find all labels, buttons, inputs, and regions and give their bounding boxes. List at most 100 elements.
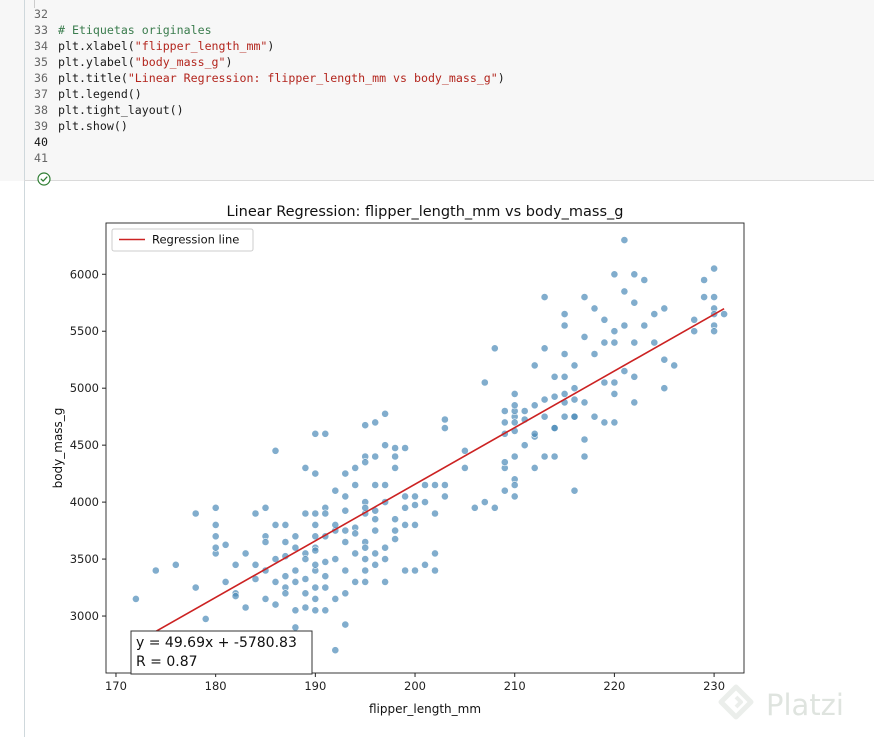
scatter-point — [271, 600, 280, 609]
code-cell[interactable]: 32 33 # Etiquetas originales 34 plt.xlabel("… — [0, 0, 874, 181]
equation-text: y = 49.69x + -5780.83 — [136, 635, 297, 651]
scatter-point — [510, 492, 519, 501]
line-number: 37 — [34, 87, 48, 101]
code-text: plt.legend() — [58, 86, 142, 102]
scatter-point — [640, 276, 649, 284]
scatter-point — [381, 543, 389, 552]
check-circle-icon — [37, 172, 51, 186]
scatter-point — [690, 327, 699, 336]
scatter-point — [530, 361, 539, 370]
x-tick-label: 170 — [105, 679, 127, 693]
scatter-point — [381, 441, 389, 450]
regression-line — [135, 308, 725, 644]
scatter-point — [211, 532, 220, 541]
scatter-point — [371, 526, 380, 535]
scatter-point — [580, 452, 589, 461]
code-token: "body_mass_g" — [134, 55, 226, 69]
line-number: 33 — [34, 23, 48, 37]
y-axis-label: body_mass_g — [51, 408, 65, 489]
scatter-point — [610, 338, 619, 347]
scatter-point — [361, 577, 370, 586]
scatter-point — [660, 384, 669, 393]
code-token: plt.tight_layout() — [58, 103, 184, 117]
scatter-point — [401, 566, 409, 575]
scatter-point — [620, 287, 629, 296]
y-axis-ticks: 3000 3500 4000 4500 5000 5500 6000 — [70, 267, 106, 623]
scatter-point — [311, 520, 320, 529]
scatter-point — [580, 398, 589, 407]
scatter-point — [261, 594, 270, 603]
scatter-point — [630, 270, 639, 279]
scatter-point — [401, 503, 409, 512]
scatter-point — [710, 264, 718, 273]
scatter-point — [610, 418, 619, 427]
scatter-point — [291, 606, 300, 615]
scatter-point — [211, 503, 220, 512]
y-tick-label: 3000 — [70, 609, 99, 623]
plot-area — [105, 222, 745, 674]
scatter-point — [261, 538, 270, 546]
scatter-point — [341, 526, 350, 535]
scatter-point — [480, 498, 489, 506]
scatter-point — [440, 415, 449, 424]
scatter-point — [550, 372, 559, 381]
scatter-point — [321, 557, 330, 566]
scatter-point — [381, 409, 389, 418]
scatter-point — [560, 412, 569, 421]
scatter-point — [281, 589, 290, 598]
scatter-points — [132, 236, 728, 655]
scatter-point — [540, 395, 549, 404]
scatter-point — [470, 503, 479, 512]
scatter-point — [510, 401, 519, 410]
scatter-point — [341, 538, 350, 546]
scatter-point — [560, 310, 569, 318]
scatter-point — [421, 498, 429, 506]
scatter-point — [291, 566, 300, 575]
scatter-point — [610, 389, 619, 398]
y-tick-label: 4000 — [70, 495, 99, 509]
scatter-point — [600, 378, 609, 387]
scatter-point — [231, 560, 240, 569]
scatter-point — [431, 481, 439, 489]
scatter-point — [351, 549, 360, 558]
y-tick-label: 6000 — [70, 267, 99, 281]
scatter-point — [311, 429, 320, 438]
scatter-point — [411, 566, 419, 575]
line-number: 34 — [34, 39, 48, 53]
legend-box — [111, 228, 254, 252]
code-text: # Etiquetas originales — [58, 22, 212, 38]
code-text: plt.tight_layout() — [58, 102, 184, 118]
r-value-text: R = 0.87 — [136, 654, 198, 670]
scatter-point — [460, 463, 469, 472]
scatter-point — [600, 338, 609, 347]
scatter-point — [331, 486, 340, 495]
scatter-point — [391, 535, 399, 543]
scatter-point — [440, 424, 449, 432]
scatter-point — [311, 560, 320, 569]
scatter-point — [421, 481, 429, 489]
scatter-point — [570, 486, 579, 495]
scatter-point — [411, 520, 419, 529]
scatter-point — [341, 589, 350, 598]
scatter-point — [351, 577, 360, 586]
x-tick-label: 200 — [404, 679, 426, 693]
scatter-point — [510, 481, 519, 489]
scatter-point — [440, 492, 449, 501]
scatter-point — [630, 338, 639, 347]
code-text: plt.show() — [58, 118, 128, 134]
scatter-point — [351, 481, 360, 489]
scatter-point — [690, 315, 699, 324]
watermark-text: Platzi — [766, 688, 844, 722]
scatter-point — [570, 412, 579, 421]
cell-divider — [24, 180, 874, 181]
scatter-point — [570, 395, 579, 404]
scatter-point — [331, 646, 340, 655]
scatter-point — [431, 509, 439, 518]
regression-chart: Linear Regression: flipper_length_mm vs … — [51, 204, 745, 716]
scatter-point — [650, 310, 659, 318]
y-tick-label: 4500 — [70, 438, 99, 452]
line-number: 40 — [34, 135, 48, 149]
code-token: ) — [267, 39, 275, 53]
scatter-point — [720, 310, 728, 318]
scatter-point — [371, 560, 380, 569]
